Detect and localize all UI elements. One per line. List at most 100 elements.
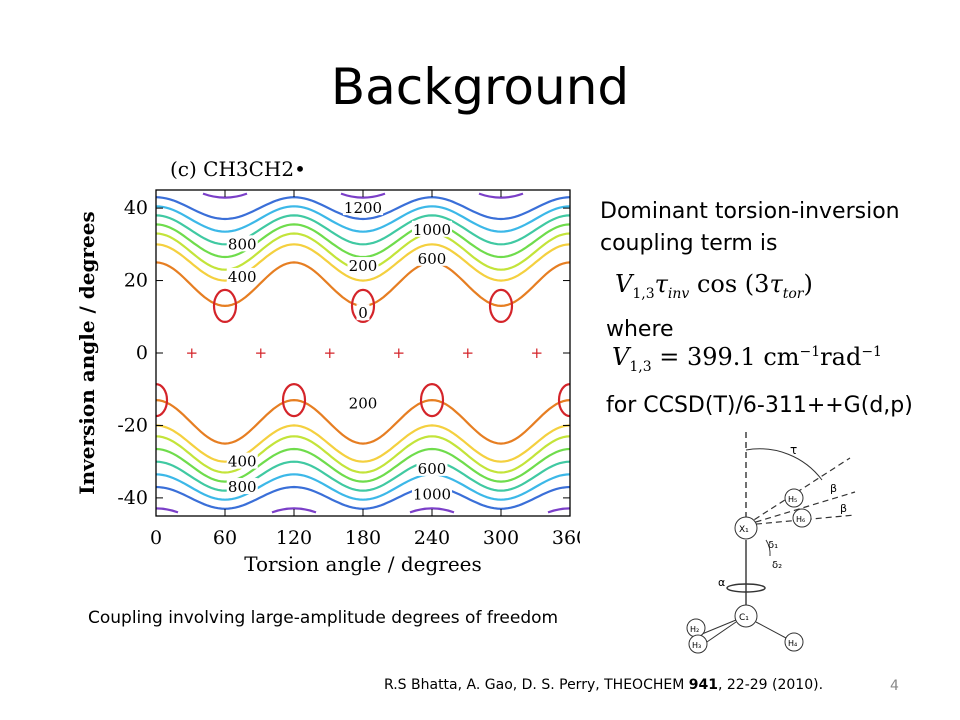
- eq1-arg: (3: [744, 270, 770, 298]
- h5-label: H₅: [788, 495, 797, 504]
- y-axis-label: Inversion angle / degrees: [75, 211, 99, 494]
- y-tick-label-2: 0: [136, 342, 148, 364]
- x-axis-label: Torsion angle / degrees: [244, 552, 482, 576]
- minimum-loop-2: [281, 382, 307, 418]
- contour-label-5: 200: [349, 257, 378, 275]
- atom-h3: [688, 634, 708, 654]
- coupling-description: Dominant torsion-inversion coupling term…: [600, 196, 900, 260]
- contour-label-bg-0: [343, 199, 383, 216]
- minimum-loop-4: [419, 382, 445, 418]
- lower-contour-3: [156, 447, 570, 483]
- bottom-cap-1: [271, 507, 317, 514]
- contour-plot-svg: (c) CH3CH2• + + + + + +1200100080060040020002…: [75, 157, 588, 576]
- upper-contour-4: [156, 214, 570, 246]
- lower-contour-4: [156, 460, 570, 492]
- y-tick-label-1: 20: [124, 270, 148, 292]
- atom-x1: [734, 516, 758, 540]
- contour-label-bg-2: [226, 235, 258, 252]
- c-h2-bond: [701, 619, 737, 635]
- upper-contour-3: [156, 223, 570, 259]
- contour-label-bg-4: [226, 267, 258, 284]
- contour-label-bg-7: [347, 394, 379, 411]
- citation-prefix: R.S Bhatta, A. Gao, D. S. Perry, THEOCHE…: [384, 677, 689, 693]
- minimum-loop-5: [488, 288, 514, 324]
- ray-mid: [745, 491, 856, 526]
- eq1-tau2: τ: [769, 270, 783, 298]
- lower-contour-2: [156, 435, 570, 474]
- saddle-marker-2: +: [324, 344, 337, 362]
- h2-label: H₂: [690, 625, 699, 634]
- top-cap-2: [478, 192, 524, 199]
- where-label: where: [606, 317, 674, 342]
- x-tick-label-0: 0: [150, 527, 162, 549]
- eq2-rad: rad: [820, 343, 862, 371]
- beta2-label: β: [840, 502, 847, 515]
- lower-contour-0: [156, 398, 570, 445]
- top-cap-0: [202, 192, 248, 199]
- coefficient-equation: V1,3 = 399.1 cm−1rad−1: [612, 343, 882, 375]
- lower-contour-6: [156, 485, 570, 510]
- y-tick-label-0: 40: [124, 197, 148, 219]
- citation: R.S Bhatta, A. Gao, D. S. Perry, THEOCHE…: [384, 677, 823, 693]
- tau-label: τ: [790, 443, 797, 457]
- contour-label-1: 1000: [413, 221, 451, 239]
- atom-h6: [792, 508, 812, 528]
- atom-h5: [784, 488, 804, 508]
- contour-label-8: 400: [228, 453, 257, 471]
- molecule-coordinate-diagram: τ β β H₅ H₆ X₁ δ₁ δ₂ α C₁ H₂ H₃ H₄: [650, 430, 860, 660]
- contour-label-4: 400: [228, 268, 257, 286]
- eq1-inv: inv: [667, 285, 690, 302]
- minimum-loop-6: [557, 382, 570, 418]
- citation-volume: 941: [688, 677, 718, 693]
- contour-label-0: 1200: [344, 199, 382, 217]
- eq2-sub: 1,3: [629, 358, 652, 375]
- contour-label-2: 800: [228, 235, 257, 253]
- minimum-loop-0: [156, 382, 169, 418]
- atom-h4: [784, 632, 804, 652]
- page-number: 4: [890, 678, 899, 694]
- contour-label-bg-11: [412, 485, 452, 502]
- contour-label-7: 200: [349, 395, 378, 413]
- eq1-v: V: [615, 270, 633, 298]
- contour-label-bg-3: [416, 249, 448, 266]
- alpha-label: α: [718, 576, 725, 589]
- contour-plot: (c) CH3CH2• + + + + + +1200 1000 800 600 400 200 0 2…: [70, 150, 588, 600]
- chart-title: (c) CH3CH2•: [170, 157, 306, 181]
- plot-frame: [155, 189, 571, 517]
- contour-label-9: 600: [418, 460, 447, 478]
- eq1-close: ): [803, 270, 813, 298]
- x-tick-label-2: 120: [276, 527, 312, 549]
- contour-lines: + + + + + +1200 1000 800 600 400 200 0 200 400 600 800 1…: [156, 192, 570, 514]
- saddle-marker-0: +: [186, 344, 199, 362]
- saddle-marker-4: +: [462, 344, 475, 362]
- contour-label-bg-1: [412, 220, 452, 237]
- lower-contour-5: [156, 473, 570, 501]
- x-tick-label-3: 180: [345, 527, 381, 549]
- contour-label-11: 1000: [413, 485, 451, 503]
- h4-label: H₄: [788, 639, 797, 648]
- description-line-1: Dominant torsion-inversion: [600, 199, 900, 224]
- saddle-marker-3: +: [393, 344, 406, 362]
- h6-label: H₆: [796, 515, 805, 524]
- eq2-v: V: [612, 343, 630, 371]
- delta1-label: δ₁: [768, 540, 778, 551]
- eq2-value: = 399.1 cm: [659, 343, 800, 371]
- eq1-tor: tor: [782, 285, 804, 302]
- y-tick-label-4: -40: [117, 487, 148, 509]
- molecule-diagram-svg: τ β β H₅ H₆ X₁ δ₁ δ₂ α C₁ H₂ H₃ H₄: [686, 432, 856, 654]
- description-line-2: coupling term is: [600, 231, 778, 256]
- contour-label-3: 600: [418, 250, 447, 268]
- alpha-ellipse: [726, 583, 766, 593]
- delta2-label: δ₂: [772, 560, 782, 571]
- contour-label-bg-10: [226, 478, 258, 495]
- bottom-cap-0: [156, 507, 179, 514]
- upper-contour-1: [156, 243, 570, 282]
- x-tick-label-6: 360: [552, 527, 580, 549]
- bottom-cap-2: [409, 507, 455, 514]
- lower-contour-1: [156, 424, 570, 463]
- x-tick-label-5: 300: [483, 527, 519, 549]
- delta1-arc: [765, 539, 771, 557]
- minimum-loop-1: [212, 288, 238, 324]
- y-tick-label-3: -20: [117, 414, 148, 436]
- contour-label-bg-5: [347, 257, 379, 274]
